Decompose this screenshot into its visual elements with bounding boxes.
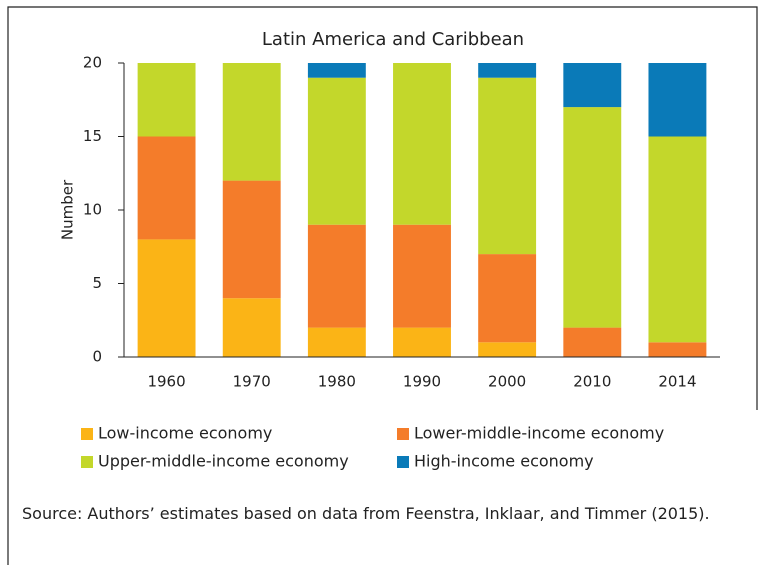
bar-segment (307, 63, 366, 78)
bar-segment (563, 63, 622, 108)
x-tick-label: 1970 (233, 373, 271, 391)
bar-segment (393, 327, 451, 357)
bar-segment (563, 327, 622, 357)
bar-segment (393, 224, 451, 328)
x-tick-label: 2000 (488, 373, 526, 391)
x-tick-label: 1960 (147, 373, 185, 391)
legend-label: High-income economy (414, 452, 594, 471)
bar-segment (137, 136, 196, 240)
bar-segment (307, 77, 366, 225)
x-tick-label: 2014 (658, 373, 696, 391)
legend-label: Lower-middle-income economy (414, 424, 664, 443)
bar-segment (137, 239, 196, 357)
x-tick-label: 2010 (573, 373, 611, 391)
legend-swatch (397, 456, 409, 468)
bar-segment (478, 63, 537, 78)
y-tick-label: 15 (83, 127, 102, 145)
legend-label: Low-income economy (98, 424, 272, 443)
y-tick-label: 0 (92, 348, 102, 366)
source-note: Source: Authors’ estimates based on data… (22, 504, 710, 523)
bar-segment (393, 63, 451, 225)
x-tick-label: 1980 (318, 373, 356, 391)
legend-swatch (81, 456, 93, 468)
bar-segment (648, 342, 707, 357)
bar-segment (137, 63, 196, 137)
bar-segment (307, 327, 366, 357)
y-tick-label: 10 (83, 201, 102, 219)
x-tick-label: 1990 (403, 373, 441, 391)
legend-swatch (397, 428, 409, 440)
frame (7, 6, 758, 565)
y-tick-label: 5 (92, 274, 102, 292)
bar-segment (222, 63, 281, 181)
y-axis-label: Number (59, 179, 77, 240)
bar-segment (222, 180, 281, 299)
bar-segment (648, 136, 707, 343)
bar-segment (563, 107, 622, 328)
bar-segment (307, 224, 366, 328)
legend-swatch (81, 428, 93, 440)
legend-label: Upper-middle-income economy (98, 452, 349, 471)
bar-segment (648, 63, 707, 137)
bar-segment (478, 254, 537, 343)
y-tick-label: 20 (83, 54, 102, 72)
bar-segment (478, 77, 537, 255)
bar-segment (478, 342, 537, 357)
chart-title: Latin America and Caribbean (262, 29, 524, 50)
bar-segment (222, 298, 281, 357)
